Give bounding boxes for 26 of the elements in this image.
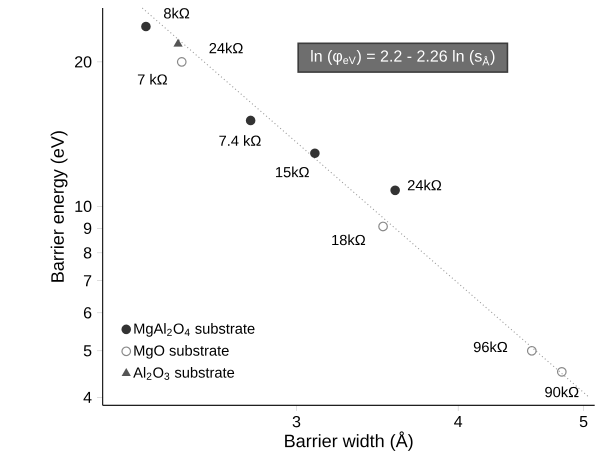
annotation: 15kΩ — [276, 166, 309, 178]
legend-label: MgO substrate — [134, 345, 229, 359]
annotation: 18kΩ — [332, 234, 366, 246]
y-tick-label: 20 — [75, 56, 92, 68]
annotation: 7.4 kΩ — [219, 135, 261, 146]
y-tick-label: 6 — [84, 307, 92, 318]
annotation: 7 kΩ — [138, 74, 168, 85]
annotation: 96kΩ — [474, 341, 508, 352]
legend-label: Al$_{2}$O$_{3}$ substrate — [133, 366, 234, 380]
x-axis-title: Barrier width (Å) — [285, 431, 413, 451]
y-tick-label: 5 — [84, 345, 92, 356]
annotation: 8kΩ — [164, 8, 190, 19]
y-tick-label: 8 — [84, 247, 92, 259]
legend-label: MgAl$_{2}$O$_{4}$ substrate — [134, 323, 254, 337]
y-tick-label: 10 — [75, 200, 92, 212]
y-tick-label: 9 — [84, 222, 92, 234]
x-tick-label: 3 — [292, 416, 300, 428]
annotation: 90kΩ — [545, 386, 578, 398]
annotation: 24kΩ — [408, 180, 442, 190]
annotation: 24kΩ — [209, 42, 243, 54]
y-tick-label: 7 — [84, 275, 92, 286]
x-tick-label: 5 — [580, 416, 588, 428]
x-tick-label: 4 — [454, 416, 462, 428]
y-tick-label: 4 — [84, 392, 92, 403]
y-axis-title: Barrier energy (eV) — [50, 131, 68, 282]
annotation: ln (φ$_{eV}$) = 2.2 - 2.26 ln (s$_{Å}$) — [311, 50, 494, 66]
